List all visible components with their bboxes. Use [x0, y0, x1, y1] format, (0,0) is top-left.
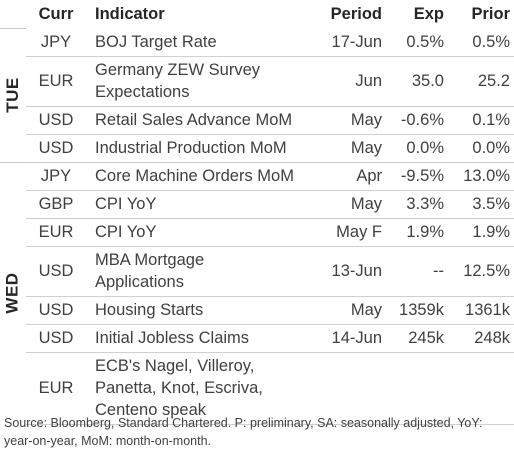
- header-prior: Prior: [471, 5, 510, 23]
- prior-cell: 12.5%: [463, 262, 510, 280]
- indicator-line: Core Machine Orders MoM: [95, 167, 294, 185]
- period-cell: May: [350, 111, 382, 129]
- period-cell: 14-Jun: [331, 329, 382, 347]
- day-label: TUE: [0, 28, 26, 162]
- indicator-cell: Housing Starts: [95, 296, 327, 324]
- currency-cell: USD: [38, 139, 74, 157]
- expected-cell: 0.0%: [406, 139, 444, 157]
- currency-cell: USD: [38, 329, 74, 347]
- indicator-cell: CPI YoY: [95, 218, 327, 246]
- period-cell: 17-Jun: [331, 33, 382, 51]
- table-row: EUR ECB's Nagel, Villeroy, Panetta, Knot, …: [26, 352, 514, 425]
- day-label-text: TUE: [3, 77, 22, 113]
- indicator-line: Industrial Production MoM: [95, 139, 287, 157]
- currency-cell: USD: [38, 111, 74, 129]
- currency-cell: USD: [38, 301, 74, 319]
- indicator-cell: Core Machine Orders MoM: [95, 162, 327, 190]
- prior-cell: 1361k: [465, 301, 510, 319]
- currency-cell: JPY: [40, 33, 72, 51]
- indicator-line: Centeno speak: [95, 401, 206, 419]
- period-cell: May F: [336, 223, 382, 241]
- indicator-line: CPI YoY: [95, 195, 157, 213]
- prior-cell: 3.5%: [472, 195, 510, 213]
- indicator-line: CPI YoY: [95, 223, 157, 241]
- expected-cell: 0.5%: [406, 33, 444, 51]
- day-label: WED: [0, 162, 26, 424]
- table-row: EUR Germany ZEW Survey Expectations Jun 35.0…: [26, 56, 514, 107]
- indicator-cell: Germany ZEW Survey Expectations: [95, 56, 327, 106]
- table-row: EUR CPI YoY May F 1.9% 1.9%: [26, 218, 514, 247]
- currency-cell: EUR: [38, 379, 74, 397]
- indicator-cell: Retail Sales Advance MoM: [95, 106, 327, 134]
- expected-cell: --: [433, 262, 444, 280]
- day-separator: [0, 162, 26, 163]
- prior-cell: 1.9%: [472, 223, 510, 241]
- indicator-cell: MBA Mortgage Applications: [95, 246, 327, 296]
- table-row: USD Retail Sales Advance MoM May -0.6% 0.1%: [26, 106, 514, 135]
- prior-cell: 0.0%: [472, 139, 510, 157]
- currency-cell: EUR: [38, 223, 74, 241]
- expected-cell: 3.3%: [406, 195, 444, 213]
- header-curr: Curr: [38, 5, 74, 23]
- indicator-cell: Industrial Production MoM: [95, 134, 327, 162]
- prior-cell: 0.1%: [472, 111, 510, 129]
- indicator-cell: ECB's Nagel, Villeroy, Panetta, Knot, Esc…: [95, 352, 327, 424]
- table-row: USD Industrial Production MoM May 0.0% 0.0%: [26, 134, 514, 163]
- table-row: USD Housing Starts May 1359k 1361k: [26, 296, 514, 325]
- indicator-line: Germany ZEW Survey: [95, 61, 261, 79]
- indicator-line: Retail Sales Advance MoM: [95, 111, 293, 129]
- currency-cell: EUR: [38, 72, 74, 90]
- period-cell: Jun: [355, 72, 382, 90]
- indicator-line: Initial Jobless Claims: [95, 329, 250, 347]
- indicator-cell: Initial Jobless Claims: [95, 324, 327, 352]
- expected-cell: -0.6%: [400, 111, 444, 129]
- period-cell: May: [350, 301, 382, 319]
- header-period: Period: [330, 5, 382, 23]
- header-exp: Exp: [413, 5, 444, 23]
- expected-cell: -9.5%: [400, 167, 444, 185]
- period-cell: 13-Jun: [331, 262, 382, 280]
- indicator-line: Applications: [95, 273, 184, 291]
- day-label-text: WED: [3, 272, 23, 314]
- indicator-line: Panetta, Knot, Escriva,: [95, 379, 263, 397]
- table-row: JPY BOJ Target Rate 17-Jun 0.5% 0.5%: [26, 28, 514, 57]
- period-cell: May: [350, 139, 382, 157]
- table-header: Curr Indicator Period Exp Prior: [26, 0, 514, 28]
- indicator-cell: BOJ Target Rate: [95, 28, 327, 56]
- indicator-line: Housing Starts: [95, 301, 204, 319]
- period-cell: May: [350, 195, 382, 213]
- table-row: USD Initial Jobless Claims 14-Jun 245k 248k: [26, 324, 514, 353]
- source-note: Source: Bloomberg, Standard Chartered. P…: [4, 416, 483, 448]
- indicator-line: ECB's Nagel, Villeroy,: [95, 357, 255, 375]
- currency-cell: JPY: [40, 167, 72, 185]
- indicator-line: BOJ Target Rate: [95, 33, 217, 51]
- prior-cell: 13.0%: [463, 167, 510, 185]
- header-indicator: Indicator: [95, 5, 165, 23]
- expected-cell: 245k: [408, 329, 444, 347]
- prior-cell: 248k: [474, 329, 510, 347]
- table-row: GBP CPI YoY May 3.3% 3.5%: [26, 190, 514, 219]
- indicator-line: Expectations: [95, 83, 190, 101]
- prior-cell: 0.5%: [472, 33, 510, 51]
- prior-cell: 25.2: [477, 72, 510, 90]
- expected-cell: 35.0: [411, 72, 444, 90]
- currency-cell: GBP: [38, 195, 74, 213]
- expected-cell: 1.9%: [406, 223, 444, 241]
- period-cell: Apr: [356, 167, 382, 185]
- table-row: JPY Core Machine Orders MoM Apr -9.5% 13.0%: [26, 162, 514, 191]
- indicator-cell: CPI YoY: [95, 190, 327, 218]
- expected-cell: 1359k: [399, 301, 444, 319]
- indicator-line: MBA Mortgage: [95, 251, 205, 269]
- day-separator: [0, 28, 26, 29]
- currency-cell: USD: [38, 262, 74, 280]
- table-row: USD MBA Mortgage Applications 13-Jun -- 12.5%: [26, 246, 514, 297]
